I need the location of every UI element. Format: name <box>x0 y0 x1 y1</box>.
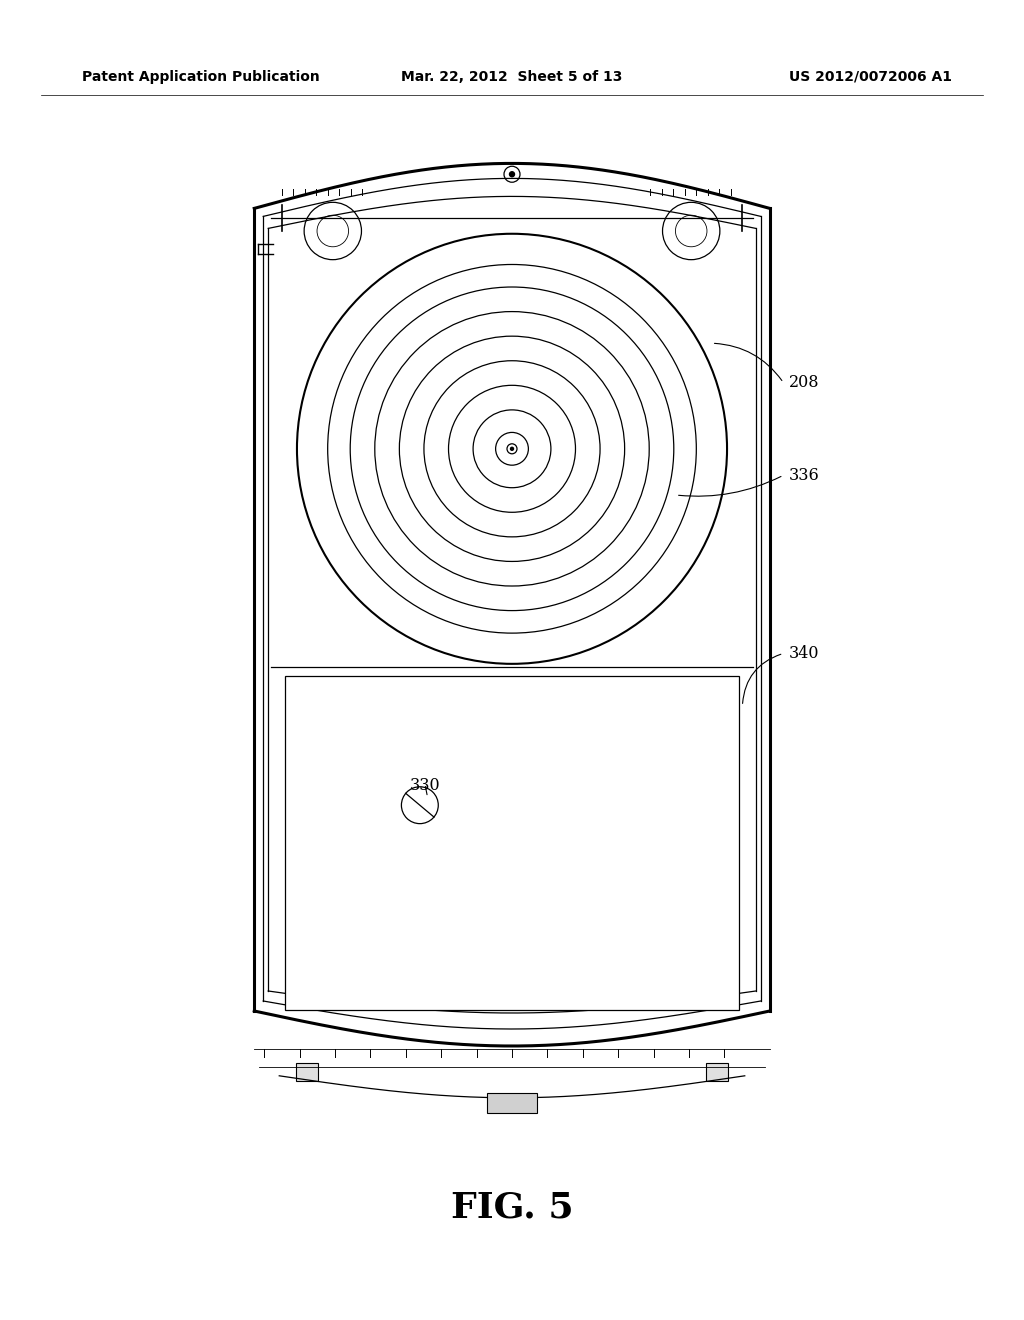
Text: FIG. 5: FIG. 5 <box>451 1191 573 1225</box>
Bar <box>285 676 739 1010</box>
Circle shape <box>668 994 674 999</box>
Text: 330: 330 <box>410 777 440 793</box>
Text: US 2012/0072006 A1: US 2012/0072006 A1 <box>790 70 952 83</box>
Text: Mar. 22, 2012  Sheet 5 of 13: Mar. 22, 2012 Sheet 5 of 13 <box>401 70 623 83</box>
Text: 336: 336 <box>788 467 819 483</box>
Bar <box>296 1063 318 1081</box>
Circle shape <box>510 172 514 177</box>
Circle shape <box>350 994 356 999</box>
Bar <box>706 1063 728 1081</box>
Text: 340: 340 <box>788 645 819 661</box>
Text: Patent Application Publication: Patent Application Publication <box>82 70 319 83</box>
Text: 208: 208 <box>788 375 819 391</box>
Circle shape <box>511 447 513 450</box>
Bar <box>487 1093 537 1113</box>
